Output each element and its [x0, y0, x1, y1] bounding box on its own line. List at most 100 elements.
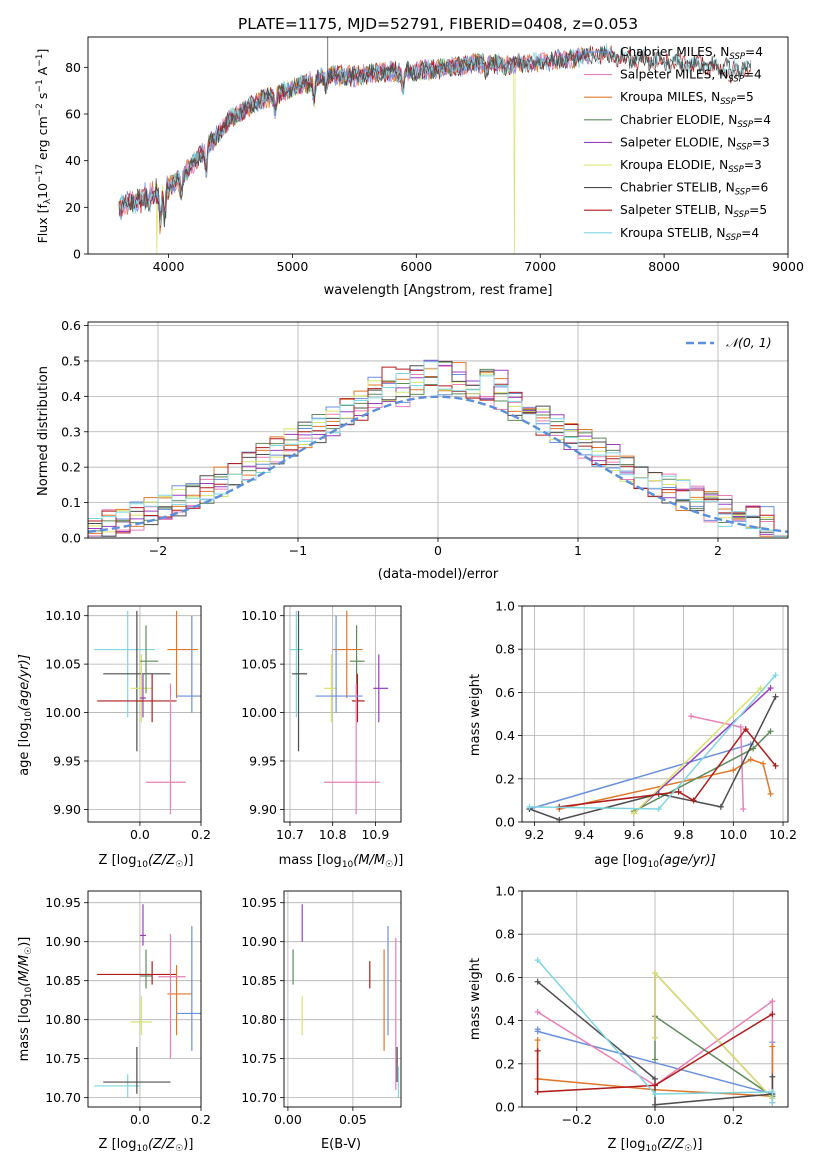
residuals-xtick-label: 1 [574, 543, 582, 558]
weight-vs-z-ytick-label: 0.2 [495, 1056, 515, 1071]
residuals-ytick-label: 0.1 [61, 495, 81, 510]
figure-title: PLATE=1175, MJD=52791, FIBERID=0408, z=0… [238, 15, 638, 33]
legend-label: Chabrier ELODIE, NSSP=4 [620, 113, 771, 130]
age-vs-mass-xtick-label: 10.8 [319, 827, 347, 842]
spectrum-ytick-label: 80 [65, 60, 81, 75]
weight-vs-z-xtick-label: 0.0 [645, 1112, 665, 1127]
weight-vs-age-xtick-label: 9.4 [574, 827, 594, 842]
age-vs-z-ytick-label: 9.90 [53, 802, 81, 817]
residuals-ytick-label: 0.6 [61, 318, 81, 333]
weight-vs-z-plot-area: −0.2 0.0 0.2 0.0 0.2 0.4 0.6 0.8 1.0 [495, 884, 789, 1127]
weight-vs-age-xtick-label: 10.0 [719, 827, 747, 842]
age-vs-z-xtick-label: 0.0 [130, 827, 150, 842]
weight-vs-z-ylabel: mass weight [468, 958, 483, 1040]
legend-label: Kroupa MILES, NSSP=5 [620, 90, 754, 107]
weight-vs-z-xtick-label: 0.2 [723, 1112, 743, 1127]
spectrum-xtick-label: 7000 [524, 259, 556, 274]
age-vs-z-frame [87, 605, 202, 823]
mass-vs-z-xtick-label: 0.0 [130, 1112, 150, 1127]
weight-vs-age-xtick-label: 10.2 [769, 827, 797, 842]
spectrum-frame [87, 36, 789, 255]
age-vs-mass-plot-area: 10.7 10.8 10.9 9.90 9.95 10.00 10.05 10.10 [241, 605, 402, 842]
weight-vs-age-xtick-label: 9.6 [624, 827, 644, 842]
spectrum-plot-area: 4000 5000 6000 7000 8000 9000 0 20 40 60 80 [65, 36, 804, 274]
mass-vs-z-frame [87, 890, 202, 1108]
spectrum-xtick-label: 5000 [277, 259, 309, 274]
age-vs-z-plot-area: 0.0 0.2 9.90 9.95 10.00 10.05 10.10 [45, 605, 211, 842]
residuals-xlabel: (data-model)/error [378, 567, 499, 582]
weight-vs-age-ytick-label: 1.0 [495, 599, 515, 614]
weight-vs-z-ytick-label: 0.8 [495, 927, 515, 942]
age-vs-z-ylabel: age [log10(age/yr)] [17, 654, 34, 776]
spectrum-xtick-label: 4000 [153, 259, 185, 274]
weight-vs-z-series-line [537, 959, 774, 1103]
residuals-ytick-label: 0.5 [61, 353, 81, 368]
mass-vs-ebv-ytick-label: 10.70 [241, 1090, 277, 1105]
weight-vs-z-ytick-label: 0.0 [495, 1100, 515, 1115]
mass-vs-z-ytick-label: 10.80 [45, 1012, 81, 1027]
mass-vs-z-ytick-label: 10.90 [45, 934, 81, 949]
weight-vs-z-xlabel: Z [log10(Z/Z☉)] [608, 1137, 703, 1154]
legend-label: Chabrier STELIB, NSSP=6 [620, 181, 768, 198]
age-vs-mass-xtick-label: 10.7 [276, 827, 304, 842]
weight-vs-z-ytick-label: 0.6 [495, 970, 515, 985]
mass-vs-ebv-xtick-label: 0.00 [274, 1112, 302, 1127]
legend-label: Salpeter ELODIE, NSSP=3 [620, 135, 770, 152]
spectrum-ytick-label: 0 [73, 247, 81, 262]
residuals-xtick-label: 2 [714, 543, 722, 558]
legend-label: Kroupa STELIB, NSSP=4 [620, 226, 759, 243]
legend-label: Salpeter STELIB, NSSP=5 [620, 203, 767, 220]
spectrum-xtick-label: 6000 [400, 259, 432, 274]
age-vs-mass-frame [283, 605, 402, 823]
age-vs-z-ytick-label: 10.05 [45, 657, 81, 672]
residuals-ytick-label: 0.0 [61, 531, 81, 546]
age-vs-mass-xtick-label: 10.9 [361, 827, 389, 842]
residuals-plot-area: −2 −1 0 1 2 0.0 0.1 0.2 0.3 0.4 0.5 0.6 𝒩(0, 1) [61, 318, 789, 558]
mass-vs-ebv-plot-area: 0.00 0.05 10.70 10.75 10.80 10.85 10.90 10.95 [241, 890, 402, 1127]
weight-vs-z-series-line [536, 1013, 773, 1093]
age-vs-z-xlabel: Z [log10(Z/Z☉)] [99, 853, 194, 870]
age-vs-mass-ytick-label: 9.90 [249, 802, 277, 817]
weight-vs-age-series-line [529, 743, 751, 810]
mass-vs-z-xlabel: Z [log10(Z/Z☉)] [99, 1137, 194, 1154]
weight-vs-z-ytick-label: 0.4 [495, 1013, 515, 1028]
spectrum-series-line [118, 45, 752, 228]
age-vs-z-ytick-label: 10.00 [45, 705, 81, 720]
residuals-ylabel: Normed distribution [36, 366, 51, 496]
weight-vs-z-ytick-label: 1.0 [495, 884, 515, 899]
weight-vs-age-ytick-label: 0.6 [495, 685, 515, 700]
age-vs-z-ytick-label: 9.95 [53, 753, 81, 768]
mass-vs-ebv-xtick-label: 0.05 [339, 1112, 367, 1127]
mass-vs-z-ytick-label: 10.85 [45, 973, 81, 988]
mass-vs-z-ytick-label: 10.75 [45, 1051, 81, 1066]
residuals-xtick-label: −1 [289, 543, 307, 558]
spectrum-ytick-label: 60 [65, 107, 81, 122]
mass-vs-z-ytick-label: 10.95 [45, 895, 81, 910]
residuals-xtick-label: 0 [434, 543, 442, 558]
weight-vs-age-series-line [633, 687, 772, 814]
weight-vs-age-frame [521, 605, 789, 823]
mass-vs-ebv-xlabel: E(B-V) [321, 1137, 361, 1152]
legend-label: Kroupa ELODIE, NSSP=3 [620, 158, 762, 175]
age-vs-mass-ytick-label: 10.10 [241, 608, 277, 623]
spectrum-ytick-label: 20 [65, 200, 81, 215]
weight-vs-age-xlabel: age [log10(age/yr)] [594, 853, 716, 870]
legend-label: Salpeter MILES, NSSP=4 [620, 68, 762, 85]
mass-vs-ebv-ytick-label: 10.80 [241, 1012, 277, 1027]
residuals-ytick-label: 0.3 [61, 424, 81, 439]
age-vs-mass-xlabel: mass [log10(M/M☉)] [279, 853, 404, 870]
mass-vs-ebv-ytick-label: 10.95 [241, 895, 277, 910]
age-vs-mass-ytick-label: 10.05 [241, 657, 277, 672]
spectrum-legend: Chabrier MILES, NSSP=4 Salpeter MILES, NS… [584, 45, 771, 243]
spectrum-ytick-label: 40 [65, 153, 81, 168]
legend-label: Chabrier MILES, NSSP=4 [620, 45, 763, 62]
residuals-xtick-label: −2 [149, 543, 167, 558]
weight-vs-age-ytick-label: 0.8 [495, 642, 515, 657]
mass-vs-ebv-ytick-label: 10.75 [241, 1051, 277, 1066]
spectrum-xtick-label: 9000 [772, 259, 804, 274]
gaussian-curve [87, 395, 789, 533]
weight-vs-z-xtick-label: −0.2 [562, 1112, 592, 1127]
spectrum-ylabel: Flux [fλ10−17 erg cm−2 s−1 A−1] [35, 49, 53, 244]
mass-vs-ebv-ytick-label: 10.85 [241, 973, 277, 988]
residuals-ytick-label: 0.4 [61, 389, 81, 404]
